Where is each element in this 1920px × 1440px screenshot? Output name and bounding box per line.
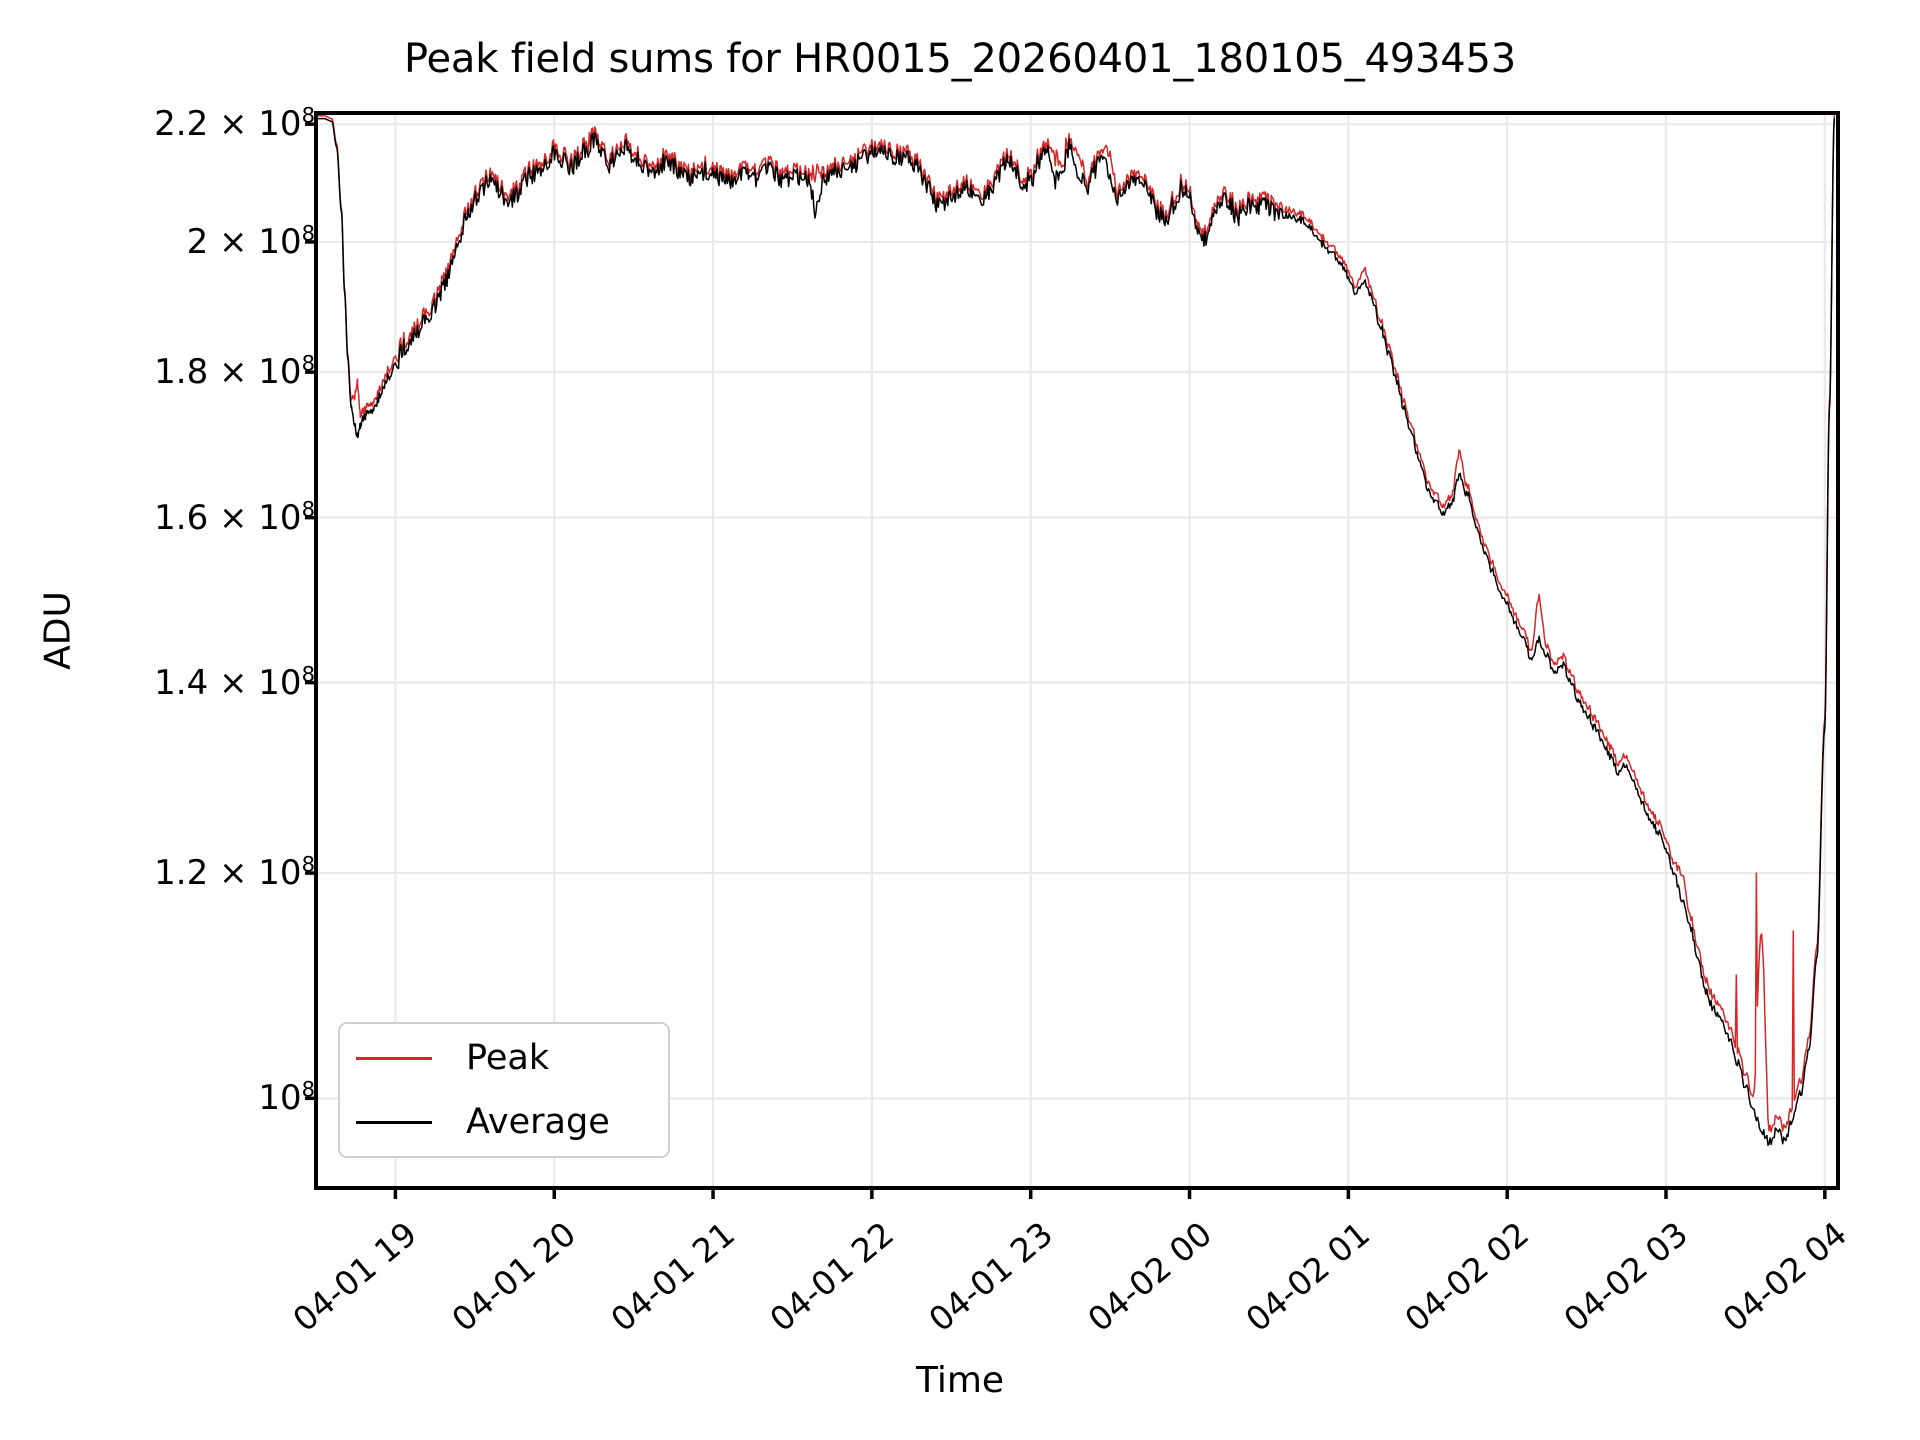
data-series xyxy=(316,115,1836,1146)
legend-label-peak: Peak xyxy=(466,1037,550,1078)
series-line-peak xyxy=(316,115,1836,1133)
axes-border xyxy=(314,111,1840,1190)
legend-label-average: Average xyxy=(466,1101,610,1142)
series-line-average xyxy=(316,117,1836,1146)
legend-item-peak[interactable]: Peak xyxy=(356,1038,549,1078)
y-tick-label: 2 × 108 xyxy=(186,220,315,262)
y-tick-label: 1.4 × 108 xyxy=(154,661,315,703)
axes-spines xyxy=(314,111,1840,1190)
legend-item-average[interactable]: Average xyxy=(356,1102,610,1142)
page-title: Peak field sums for HR0015_20260401_1801… xyxy=(404,36,1516,82)
legend-swatch-peak xyxy=(356,1056,432,1060)
y-tick-label: 1.6 × 108 xyxy=(154,496,315,538)
y-tick-label: 2.2 × 108 xyxy=(154,102,315,145)
axis-tick-marks xyxy=(305,122,1827,1199)
y-tick-label: 1.2 × 108 xyxy=(154,851,315,894)
y-tick-label: 108 xyxy=(258,1077,315,1119)
legend[interactable]: Peak Average xyxy=(338,1022,670,1158)
y-tick-label: 1.8 × 108 xyxy=(154,350,315,393)
x-axis-label: Time xyxy=(915,1360,1005,1401)
legend-swatch-average xyxy=(356,1120,432,1124)
